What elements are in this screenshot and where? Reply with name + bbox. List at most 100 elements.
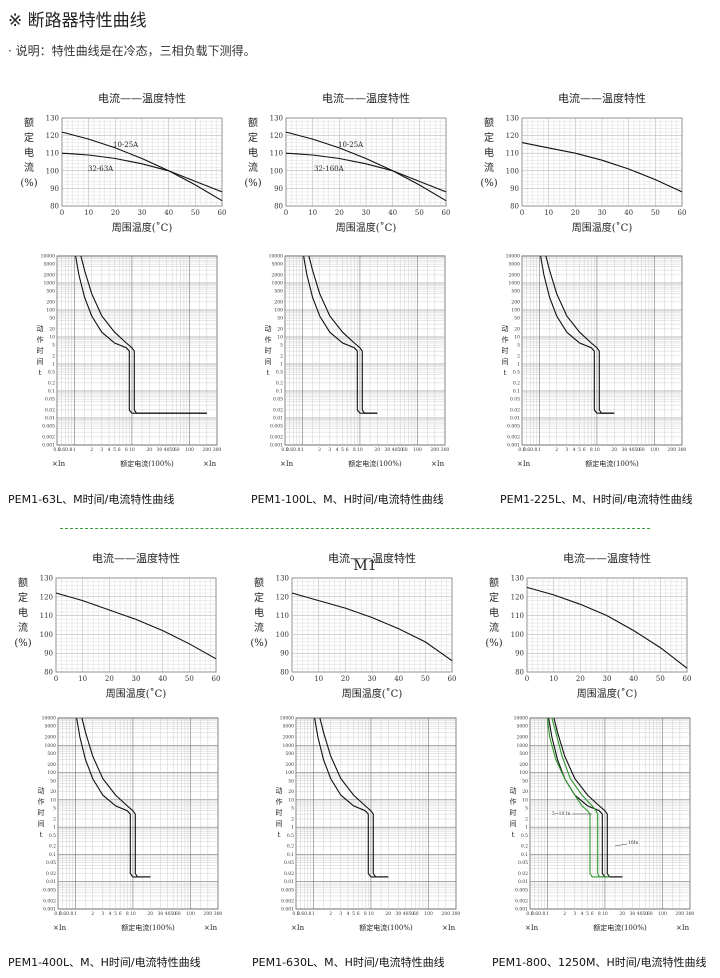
- temp5-title: 电流——温度特性: [328, 551, 416, 565]
- trip4-xtick: 0.5: [54, 911, 61, 917]
- trip5-ytick: 0.01: [284, 879, 294, 885]
- trip3-ytick: 0.1: [513, 389, 520, 395]
- trip1-xtick: 200: [203, 447, 212, 453]
- trip4-ytick: 1: [53, 825, 56, 831]
- trip3-ylabel: 作: [502, 335, 509, 344]
- trip3-ytick: 1: [517, 362, 520, 368]
- trip2-trip-curve: [308, 255, 378, 414]
- trip3-ylabel: 动: [502, 324, 509, 333]
- temp2-ytick: 110: [270, 150, 283, 158]
- trip3-trip-curve: [540, 255, 615, 414]
- trip5-xtick: 40: [403, 911, 409, 917]
- temp3-xtick: 0: [520, 209, 524, 217]
- temp3-xtick: 40: [624, 209, 633, 217]
- trip3-ytick: 0.01: [510, 416, 520, 422]
- temp5-ylabel: 电: [254, 606, 264, 619]
- temp6-ytick: 90: [515, 650, 524, 658]
- trip6-xtick: 4: [581, 911, 584, 917]
- trip1-xlabel: 额定电流(100%): [120, 459, 174, 468]
- trip4-ytick: 500: [47, 751, 56, 757]
- page-note: · 说明：特性曲线是在冷态，三相负载下测得。: [8, 44, 256, 58]
- trip3-xtick: 20: [611, 447, 617, 453]
- trip2-ytick: 10000: [269, 254, 283, 260]
- temp4-xtick: 60: [212, 675, 221, 683]
- trip6-xtick: 2: [563, 911, 566, 917]
- temp6-title: 电流——温度特性: [563, 551, 651, 565]
- trip5-xtick: 0.8: [304, 911, 311, 917]
- temp5-ytick: 130: [276, 575, 289, 583]
- trip3-xtick: 0.8: [530, 447, 537, 453]
- trip2-ytick: 10: [277, 335, 283, 341]
- temp1-xtick: 0: [60, 209, 64, 217]
- temp6-ylabel: (%): [485, 638, 502, 649]
- trip2-xtick: 60: [402, 447, 408, 453]
- trip3-ytick: 0.05: [510, 397, 520, 403]
- temp5-ytick: 90: [280, 650, 289, 658]
- trip6-trip-curve: [551, 717, 610, 878]
- trip3-xunit-left: ×In: [517, 460, 531, 468]
- trip3-ytick: 0.02: [510, 407, 520, 413]
- temp1-ylabel: (%): [20, 178, 37, 189]
- trip6-ytick: 0.002: [515, 898, 528, 904]
- temp6-ytick: 110: [511, 612, 524, 620]
- temp6-xtick: 0: [525, 675, 529, 683]
- trip6-ytick: 2: [525, 816, 528, 822]
- trip1-xtick: 1: [73, 447, 76, 453]
- trip1-ytick: 0.5: [48, 370, 55, 376]
- temp4-ylabel: 电: [18, 606, 28, 619]
- trip6-ytick: 0.001: [515, 907, 528, 913]
- temp3-ytick: 80: [510, 203, 519, 211]
- temp1-series-label: 32-63A: [88, 165, 114, 173]
- caption-trip-1: PEM1-63L、M时间/电流特性曲线: [8, 493, 175, 506]
- trip1-xtick: 8: [125, 447, 128, 453]
- temp2-ytick: 100: [270, 167, 283, 175]
- trip3-xtick: 100: [650, 447, 659, 453]
- trip2-xtick: 2: [318, 447, 321, 453]
- temp2-ylabel: (%): [244, 178, 261, 189]
- trip3-trip-curve: [545, 255, 615, 414]
- trip1-xtick: 50: [169, 447, 175, 453]
- trip2-ytick: 0.2: [276, 380, 283, 386]
- trip3-xtick: 0.5: [518, 447, 525, 453]
- trip1-xtick: 60: [174, 447, 180, 453]
- temp2-ylabel: 电: [248, 146, 258, 159]
- trip4-xtick: 0.8: [66, 911, 73, 917]
- temp6-xtick: 60: [683, 675, 692, 683]
- trip5-ytick: 0.02: [284, 871, 294, 877]
- temp1-xtick: 40: [164, 209, 173, 217]
- temp3-ylabel: (%): [480, 178, 497, 189]
- temp1-ytick: 110: [46, 150, 59, 158]
- trip5-ytick: 1000: [283, 743, 295, 749]
- trip1-ytick: 0.01: [45, 416, 55, 422]
- trip3-ylabel: t: [504, 369, 507, 377]
- trip2-trip-curve: [303, 255, 378, 414]
- temp1-ytick: 100: [46, 167, 59, 175]
- temp4-ylabel: 流: [18, 621, 28, 634]
- temp2-ylabel: 流: [248, 161, 258, 174]
- trip5-xtick: 30: [396, 911, 402, 917]
- trip6-ytick: 0.1: [521, 852, 528, 858]
- trip1-ytick: 10: [49, 335, 55, 341]
- temp3-ytick: 130: [506, 115, 519, 123]
- trip6-xtick: 60: [647, 911, 653, 917]
- caption-trip-3: PEM1-225L、M、H时间/电流特性曲线: [500, 493, 693, 506]
- trip5-ytick: 1: [291, 825, 294, 831]
- trip4-ytick: 5: [53, 806, 56, 812]
- trip3-xtick: 1: [538, 447, 541, 453]
- trip3-ytick: 0.2: [513, 380, 520, 386]
- temp6-ylabel: 电: [489, 606, 499, 619]
- trip2-ytick: 0.002: [270, 434, 283, 440]
- trip1-ytick: 1000: [44, 281, 56, 287]
- trip5-xtick: 10: [368, 911, 374, 917]
- trip1-xtick: 100: [185, 447, 194, 453]
- trip2-ylabel: 动: [265, 324, 272, 333]
- trip6-ytick: 5000: [517, 724, 529, 730]
- trip5-ytick: 0.005: [281, 887, 294, 893]
- trip4-xtick: 6: [119, 911, 122, 917]
- trip5-xtick: 100: [424, 911, 433, 917]
- temp6-xtick: 40: [629, 675, 638, 683]
- trip6-xtick: 0.5: [526, 911, 533, 917]
- trip6-xunit-right: ×In: [676, 924, 690, 932]
- trip2-xtick: 6: [346, 447, 349, 453]
- trip4-xlabel: 额定电流(100%): [121, 923, 175, 932]
